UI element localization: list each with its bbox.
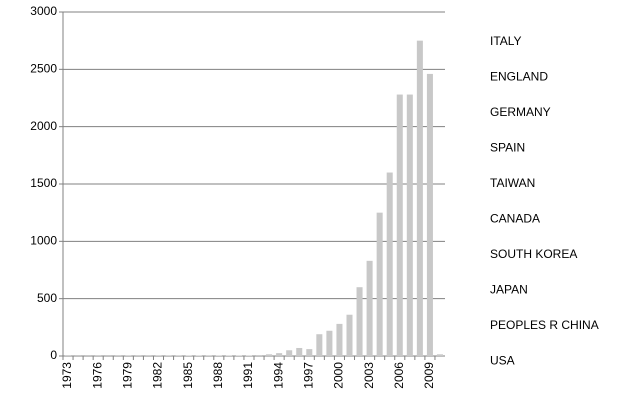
legend-entry: TAIWAN xyxy=(490,176,535,190)
x-tick-label: 1991 xyxy=(241,362,255,389)
x-tick-label: 1982 xyxy=(151,362,165,389)
bar xyxy=(266,354,273,356)
legend-entry: ITALY xyxy=(490,34,522,48)
x-tick-label: 1994 xyxy=(271,362,285,389)
legend-entry: CANADA xyxy=(490,212,540,226)
x-tick-label: 1973 xyxy=(60,362,74,389)
x-tick-label: 1976 xyxy=(90,362,104,389)
legend-entry: JAPAN xyxy=(490,283,528,297)
legend-entry: GERMANY xyxy=(490,105,551,119)
x-tick-label: 1997 xyxy=(301,362,315,389)
x-tick-label: 2009 xyxy=(422,362,436,389)
bar xyxy=(245,355,252,356)
y-tick-label: 1000 xyxy=(30,234,57,248)
x-tick-label: 2000 xyxy=(332,362,346,389)
y-tick-label: 3000 xyxy=(30,4,57,18)
bar xyxy=(356,287,363,356)
x-tick-label: 1985 xyxy=(181,362,195,389)
bar xyxy=(386,172,393,356)
bar xyxy=(306,349,313,356)
y-tick-label: 0 xyxy=(50,348,57,362)
bar xyxy=(336,323,343,356)
y-tick-label: 2500 xyxy=(30,62,57,76)
bar xyxy=(346,314,353,356)
bar xyxy=(296,347,303,356)
bar xyxy=(416,40,423,357)
legend-entry: SPAIN xyxy=(490,141,525,155)
x-tick-label: 2003 xyxy=(362,362,376,389)
bar xyxy=(396,94,403,356)
bar xyxy=(286,350,293,356)
bar xyxy=(276,353,283,356)
y-tick-label: 1500 xyxy=(30,176,57,190)
bar xyxy=(366,260,373,356)
bar xyxy=(256,355,263,356)
y-tick-label: 2000 xyxy=(30,119,57,133)
legend-entry: ENGLAND xyxy=(490,70,548,84)
x-tick-label: 1979 xyxy=(121,362,135,389)
legend-entry: USA xyxy=(490,354,515,368)
x-tick-label: 1988 xyxy=(211,362,225,389)
bar xyxy=(426,73,433,357)
y-tick-label: 500 xyxy=(37,291,57,305)
bar xyxy=(376,212,383,356)
bar xyxy=(316,334,323,356)
bar xyxy=(406,94,413,356)
bar xyxy=(436,354,443,356)
legend-entry: PEOPLES R CHINA xyxy=(490,318,599,332)
bar xyxy=(326,330,333,356)
x-tick-label: 2006 xyxy=(392,362,406,389)
legend-entry: SOUTH KOREA xyxy=(490,247,577,261)
